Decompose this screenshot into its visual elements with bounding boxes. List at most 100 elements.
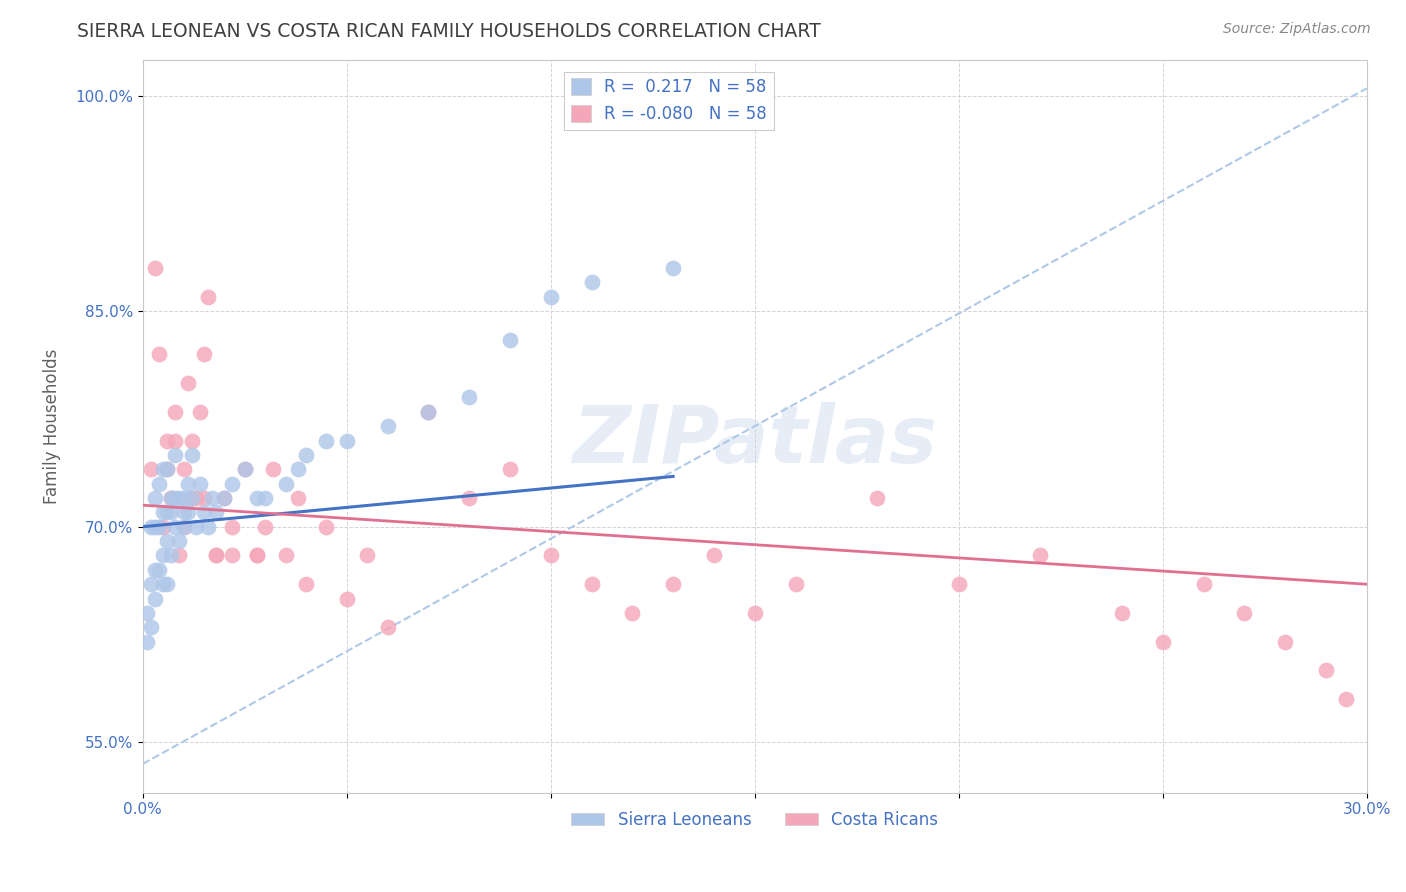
Point xyxy=(156,462,179,476)
Point xyxy=(184,491,207,505)
Point xyxy=(246,549,269,563)
Point xyxy=(418,405,440,419)
Point xyxy=(315,434,337,448)
Point xyxy=(254,491,277,505)
Point xyxy=(499,462,522,476)
Point xyxy=(139,577,162,591)
Point xyxy=(295,577,318,591)
Point xyxy=(581,276,603,290)
Point xyxy=(184,520,207,534)
Point xyxy=(458,390,481,404)
Point xyxy=(315,520,337,534)
Legend: Sierra Leoneans, Costa Ricans: Sierra Leoneans, Costa Ricans xyxy=(564,805,945,836)
Point xyxy=(173,462,195,476)
Text: Source: ZipAtlas.com: Source: ZipAtlas.com xyxy=(1223,22,1371,37)
Point xyxy=(621,606,644,620)
Point xyxy=(274,476,297,491)
Point xyxy=(148,347,170,361)
Point xyxy=(173,520,195,534)
Point xyxy=(1152,634,1174,648)
Point xyxy=(418,405,440,419)
Point xyxy=(703,549,725,563)
Point xyxy=(143,563,166,577)
Point xyxy=(135,606,157,620)
Point xyxy=(205,549,228,563)
Point xyxy=(135,634,157,648)
Point xyxy=(143,591,166,606)
Point xyxy=(205,549,228,563)
Point xyxy=(173,520,195,534)
Point xyxy=(152,462,174,476)
Point xyxy=(156,434,179,448)
Point xyxy=(188,476,211,491)
Point xyxy=(165,434,187,448)
Point xyxy=(180,434,202,448)
Point xyxy=(143,260,166,275)
Point xyxy=(152,505,174,519)
Point xyxy=(193,505,215,519)
Point xyxy=(169,549,191,563)
Point xyxy=(160,549,183,563)
Point xyxy=(143,491,166,505)
Y-axis label: Family Households: Family Households xyxy=(44,349,60,504)
Point xyxy=(193,347,215,361)
Point xyxy=(201,491,224,505)
Point xyxy=(176,376,198,390)
Point xyxy=(233,462,256,476)
Point xyxy=(165,491,187,505)
Point xyxy=(160,491,183,505)
Point xyxy=(156,505,179,519)
Point xyxy=(152,549,174,563)
Point xyxy=(262,462,284,476)
Point xyxy=(180,491,202,505)
Point xyxy=(205,505,228,519)
Point xyxy=(540,549,562,563)
Point xyxy=(377,419,399,434)
Point xyxy=(866,491,889,505)
Point xyxy=(1233,606,1256,620)
Point xyxy=(152,577,174,591)
Point xyxy=(165,520,187,534)
Point xyxy=(165,405,187,419)
Point xyxy=(1274,634,1296,648)
Point xyxy=(246,491,269,505)
Point xyxy=(173,505,195,519)
Point xyxy=(274,549,297,563)
Point xyxy=(180,448,202,462)
Point xyxy=(221,520,243,534)
Point xyxy=(152,520,174,534)
Text: ZIPatlas: ZIPatlas xyxy=(572,401,938,480)
Point xyxy=(188,405,211,419)
Point xyxy=(197,520,219,534)
Point xyxy=(246,549,269,563)
Point xyxy=(193,491,215,505)
Point xyxy=(1315,664,1337,678)
Point xyxy=(176,476,198,491)
Point xyxy=(458,491,481,505)
Text: SIERRA LEONEAN VS COSTA RICAN FAMILY HOUSEHOLDS CORRELATION CHART: SIERRA LEONEAN VS COSTA RICAN FAMILY HOU… xyxy=(77,22,821,41)
Point xyxy=(139,462,162,476)
Point xyxy=(221,476,243,491)
Point xyxy=(148,520,170,534)
Point xyxy=(581,577,603,591)
Point xyxy=(948,577,970,591)
Point xyxy=(233,462,256,476)
Point xyxy=(744,606,766,620)
Point xyxy=(287,462,309,476)
Point xyxy=(169,491,191,505)
Point xyxy=(214,491,236,505)
Point xyxy=(662,577,685,591)
Point xyxy=(214,491,236,505)
Point xyxy=(173,491,195,505)
Point xyxy=(1192,577,1215,591)
Point xyxy=(1355,850,1378,864)
Point xyxy=(1029,549,1052,563)
Point xyxy=(356,549,378,563)
Point xyxy=(176,505,198,519)
Point xyxy=(197,290,219,304)
Point xyxy=(156,577,179,591)
Point xyxy=(169,534,191,549)
Point xyxy=(540,290,562,304)
Point xyxy=(254,520,277,534)
Point xyxy=(336,591,359,606)
